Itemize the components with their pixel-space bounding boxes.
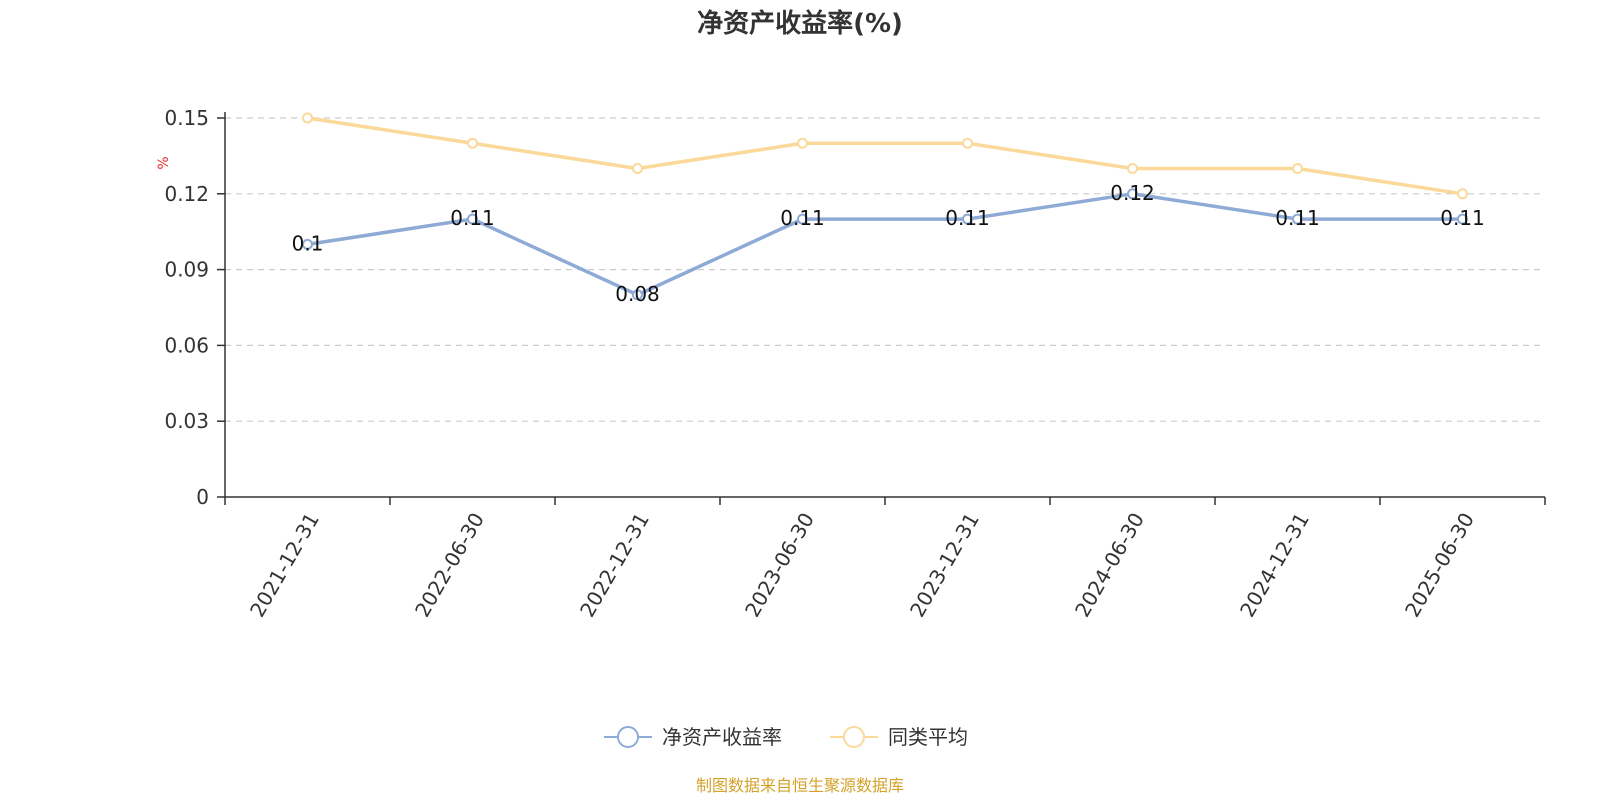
data-point [1457, 213, 1468, 225]
gridlines [225, 117, 1545, 422]
data-point [962, 137, 973, 149]
source-note: 制图数据来自恒生聚源数据库 [696, 776, 904, 795]
data-label: 0.11 [945, 206, 990, 230]
data-point [467, 137, 478, 149]
data-point [302, 112, 313, 124]
x-tick-label: 2022-12-31 [575, 509, 654, 622]
y-axis-unit-label: % [156, 156, 172, 169]
chart-title: 净资产收益率(%) [697, 8, 903, 39]
legend-marker [617, 726, 639, 748]
data-label: 0.12 [1110, 181, 1155, 205]
data-point [1457, 188, 1468, 200]
x-tick-label: 2024-06-30 [1070, 509, 1149, 622]
data-label: 0.11 [780, 206, 825, 230]
data-label: 0.11 [450, 206, 495, 230]
series-lines [302, 112, 1468, 301]
y-tick-label: 0.03 [164, 409, 209, 433]
x-tick-label: 2022-06-30 [410, 509, 489, 622]
data-point [1292, 163, 1303, 175]
data-point [962, 213, 973, 225]
series-line [305, 116, 1465, 196]
y-tick-label: 0 [196, 485, 209, 509]
data-label: 0.11 [1440, 206, 1485, 230]
legend-marker [843, 726, 865, 748]
x-tick-label: 2023-12-31 [905, 509, 984, 622]
data-point [302, 238, 313, 250]
data-label: 0.08 [615, 282, 660, 306]
data-label: 0.1 [292, 231, 324, 255]
x-tick-label: 2023-06-30 [740, 509, 819, 622]
data-point [632, 163, 643, 175]
legend-label: 同类平均 [888, 725, 968, 749]
legend-item: 净资产收益率 [604, 725, 782, 749]
data-point [1292, 213, 1303, 225]
data-label: 0.11 [1275, 206, 1320, 230]
legend-item: 同类平均 [830, 725, 968, 749]
data-point [1127, 163, 1138, 175]
data-point [797, 137, 808, 149]
data-point [467, 213, 478, 225]
data-point [1127, 188, 1138, 200]
y-tick-label: 0.12 [164, 182, 209, 206]
x-tick-label: 2025-06-30 [1400, 509, 1479, 622]
data-point [797, 213, 808, 225]
legend: 净资产收益率 同类平均 [604, 725, 968, 749]
axes: 0 0.03 0.06 0.09 0.12 0.15 2021-12-31 2022-06-3… [164, 106, 1546, 622]
x-tick-label: 2024-12-31 [1235, 509, 1314, 622]
y-tick-label: 0.06 [164, 333, 209, 357]
y-tick-label: 0.09 [164, 258, 209, 282]
data-point [632, 289, 643, 301]
legend-label: 净资产收益率 [662, 725, 782, 749]
data-labels: 0.1 0.11 0.08 0.11 0.11 0.12 0.11 0.11 [292, 181, 1485, 306]
y-tick-label: 0.15 [164, 106, 209, 130]
x-tick-label: 2021-12-31 [245, 509, 324, 622]
series-line [305, 192, 1465, 297]
